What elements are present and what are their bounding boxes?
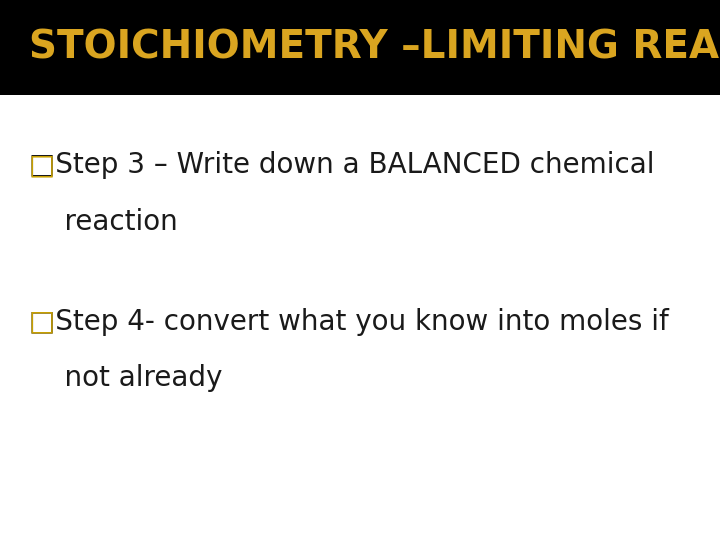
Text: □Step 4- convert what you know into moles if: □Step 4- convert what you know into mole… xyxy=(29,308,669,336)
Text: □Step 3 – Write down a BALANCED chemical: □Step 3 – Write down a BALANCED chemical xyxy=(29,151,654,179)
Text: STOICHIOMETRY –LIMITING REAGENT: STOICHIOMETRY –LIMITING REAGENT xyxy=(29,28,720,66)
Text: □: □ xyxy=(29,308,55,336)
Bar xyxy=(0,0,720,94)
Text: reaction: reaction xyxy=(29,208,178,236)
Text: not already: not already xyxy=(29,364,222,393)
Text: □: □ xyxy=(29,151,55,179)
